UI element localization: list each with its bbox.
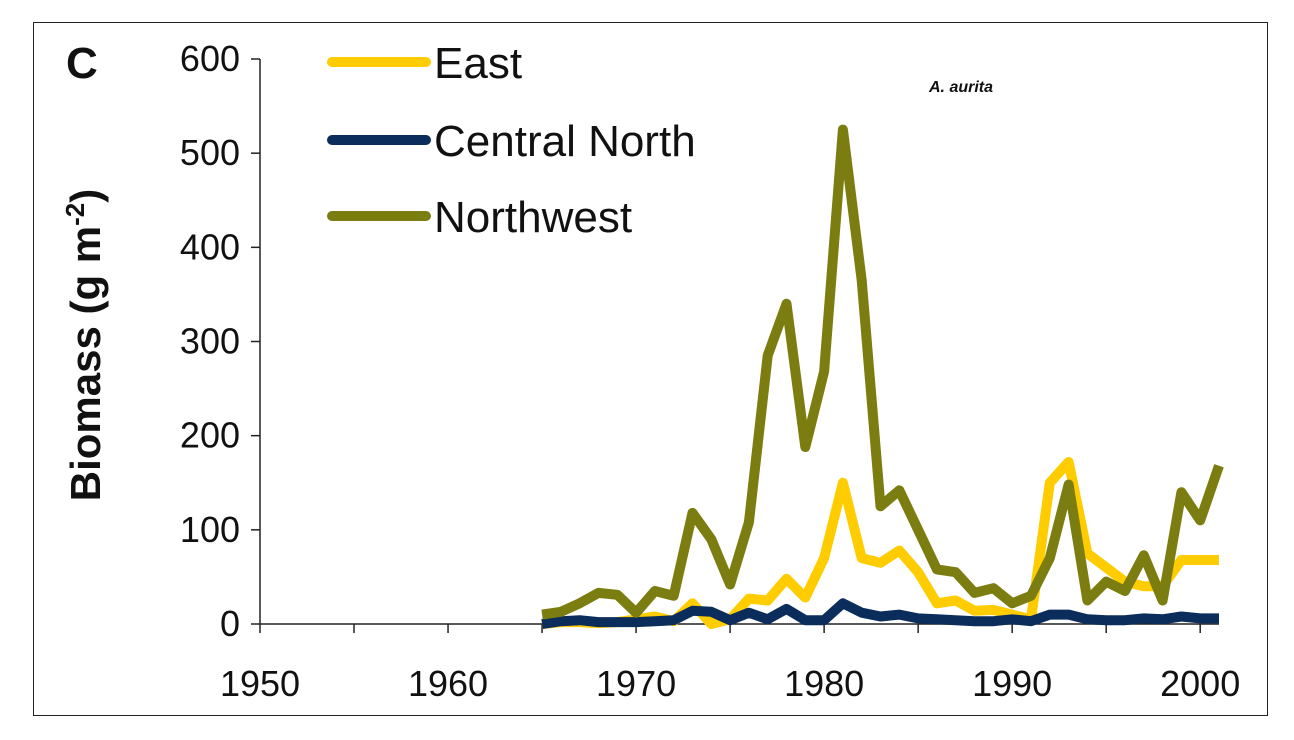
y-tick-label: 300 <box>180 321 240 362</box>
y-tick-label: 600 <box>180 38 240 79</box>
axes: 0 100 200 300 400 500 600 1950 1960 1970 1980 1990 2… <box>180 38 1240 704</box>
chart-frame <box>33 22 1268 716</box>
y-axis-title-main: Biomass (g m <box>62 226 109 501</box>
y-tick-label: 200 <box>180 415 240 456</box>
y-tick-label: 100 <box>180 509 240 550</box>
species-label: A. aurita <box>928 79 993 96</box>
x-tick-label: 1980 <box>784 663 864 704</box>
y-axis-title: Biomass (g m-2) <box>60 189 109 502</box>
legend-label-northwest: Northwest <box>434 193 632 242</box>
panel-label: C <box>66 39 98 88</box>
x-tick-label: 1990 <box>972 663 1052 704</box>
x-tick-label: 1950 <box>220 663 300 704</box>
x-tick-label: 2000 <box>1160 663 1240 704</box>
y-tick-label: 400 <box>180 226 240 267</box>
series-group <box>541 124 1224 629</box>
y-axis-title-superscript: -2 <box>60 203 90 226</box>
series-line-northwest <box>541 124 1224 620</box>
x-tick-label: 1960 <box>408 663 488 704</box>
legend: East Central North Northwest <box>327 39 696 242</box>
legend-label-central-north: Central North <box>434 117 696 166</box>
legend-label-east: East <box>434 39 522 88</box>
y-tick-label: 500 <box>180 132 240 173</box>
series-line-central-north <box>541 598 1219 629</box>
y-tick-label: 0 <box>220 603 240 644</box>
y-axis-title-suffix: ) <box>62 189 109 203</box>
x-tick-label: 1970 <box>596 663 676 704</box>
